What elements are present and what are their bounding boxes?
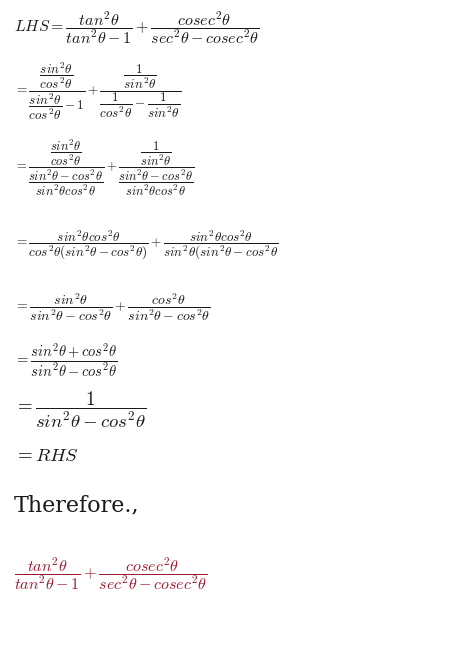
Text: $= \dfrac{1}{sin^2\theta - cos^2\theta}$: $= \dfrac{1}{sin^2\theta - cos^2\theta}$	[14, 390, 146, 430]
Text: $= \dfrac{sin^2\theta}{sin^2\theta-cos^2\theta} + \dfrac{cos^2\theta}{sin^2\thet: $= \dfrac{sin^2\theta}{sin^2\theta-cos^2…	[14, 292, 211, 323]
Text: $\dfrac{tan^2\theta}{tan^2\theta-1} + \dfrac{cosec^2\theta}{sec^2\theta-cosec^2\: $\dfrac{tan^2\theta}{tan^2\theta-1} + \d…	[14, 556, 208, 593]
Text: $= \mathit{RHS}$: $= \mathit{RHS}$	[14, 447, 79, 464]
Text: $= \dfrac{sin^2\theta+cos^2\theta}{sin^2\theta-cos^2\theta}$: $= \dfrac{sin^2\theta+cos^2\theta}{sin^2…	[14, 341, 118, 379]
Text: Therefore.,: Therefore.,	[14, 495, 140, 516]
Text: $= \dfrac{sin^2\theta cos^2\theta}{cos^2\theta(sin^2\theta-cos^2\theta)} + \dfra: $= \dfrac{sin^2\theta cos^2\theta}{cos^2…	[14, 228, 279, 262]
Text: $= \dfrac{\dfrac{sin^2\theta}{cos^2\theta}}{\dfrac{sin^2\theta}{cos^2\theta}-1} : $= \dfrac{\dfrac{sin^2\theta}{cos^2\thet…	[14, 60, 182, 122]
Text: $\mathit{LHS} = \dfrac{tan^2\theta}{tan^2\theta-1} + \dfrac{cosec^2\theta}{sec^2: $\mathit{LHS} = \dfrac{tan^2\theta}{tan^…	[14, 9, 259, 47]
Text: $= \dfrac{\dfrac{sin^2\theta}{cos^2\theta}}{\dfrac{sin^2\theta-cos^2\theta}{sin^: $= \dfrac{\dfrac{sin^2\theta}{cos^2\thet…	[14, 138, 195, 198]
